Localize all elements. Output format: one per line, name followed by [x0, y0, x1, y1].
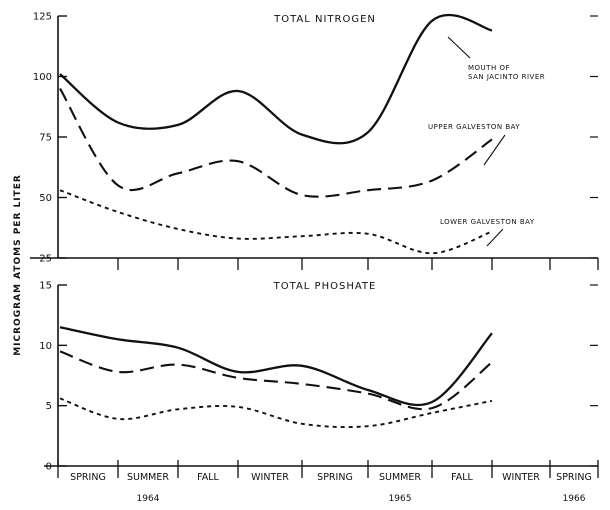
series-line-p1-dashed [59, 350, 493, 411]
label-layer: TOTAL NITROGEN TOTAL PHOSHATE MICROGRAM … [13, 12, 592, 505]
annotation-leader-line [447, 36, 471, 59]
year-label-1965: 1965 [389, 494, 412, 504]
season-label-fall: FALL [451, 472, 473, 483]
season-label-summer: SUMMER [127, 472, 169, 483]
annotation-leader-line [486, 228, 504, 247]
y-tick-label: 125 [33, 12, 52, 23]
season-label-spring: SPRING [556, 472, 592, 483]
year-label-1966: 1966 [563, 494, 586, 504]
series-line-p0-solid [59, 13, 493, 145]
annotation-leader-line [483, 134, 506, 166]
series-line-p0-dashed [59, 88, 493, 198]
y-tick-label: 10 [39, 341, 52, 352]
annotation-label-2-line-0: LOWER GALVESTON BAY [440, 218, 535, 226]
y-tick-label: 5 [46, 401, 52, 412]
season-label-spring: SPRING [317, 472, 353, 483]
series-layer [59, 13, 493, 429]
y-tick-label: 0 [46, 462, 52, 473]
season-label-winter: WINTER [251, 472, 289, 483]
y-tick-label: 15 [39, 281, 52, 292]
series-line-p1-solid [59, 326, 493, 407]
annotation-label-0-line-0: MOUTH OF [468, 64, 510, 72]
y-tick-label: 25 [39, 254, 52, 265]
season-label-summer: SUMMER [379, 472, 421, 483]
annotation-label-0-line-1: SAN JACINTO RIVER [468, 73, 545, 81]
y-tick-label: 75 [39, 133, 52, 144]
season-label-winter: WINTER [502, 472, 540, 483]
axes-layer [30, 15, 599, 478]
series-line-p0-dotted [59, 189, 493, 255]
panel-title-phosphate: TOTAL PHOSHATE [273, 281, 377, 292]
y-axis-label: MICROGRAM ATOMS PER LITER [13, 174, 23, 356]
season-label-fall: FALL [197, 472, 219, 483]
y-tick-label: 100 [33, 72, 52, 83]
year-label-1964: 1964 [137, 494, 160, 504]
season-label-spring: SPRING [70, 472, 106, 483]
panel-title-nitrogen: TOTAL NITROGEN [273, 14, 376, 25]
annotation-label-1-line-0: UPPER GALVESTON BAY [428, 123, 520, 131]
y-tick-label: 50 [39, 193, 52, 204]
